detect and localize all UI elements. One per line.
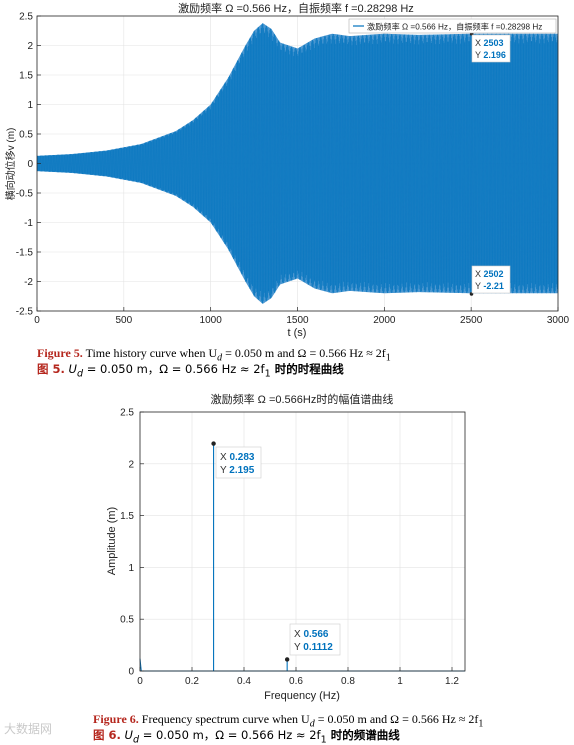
datatip-marker	[211, 441, 216, 446]
y-tick-label: 2	[27, 41, 33, 52]
caption-sub: 1	[385, 352, 391, 364]
y-axis: 2.5 2 1.5 1 0.5 0	[120, 408, 144, 678]
svg-text:Y -2.21: Y -2.21	[475, 281, 504, 291]
svg-text:X 2503: X 2503	[475, 38, 504, 48]
caption-text: = 0.050 m，Ω = 0.566 Hz ≈ 2f	[139, 728, 321, 742]
datatip-marker	[284, 657, 290, 662]
y-tick-label: 1.5	[19, 71, 33, 82]
x-tick-label: 3000	[547, 315, 570, 326]
y-tick-label: 2.5	[120, 408, 134, 419]
svg-text:Y 2.195: Y 2.195	[220, 465, 255, 476]
chart-title: 激励频率 Ω =0.566Hz时的幅值谱曲线	[211, 392, 394, 406]
x-tick-label: 0	[34, 315, 40, 326]
y-tick-label: -1.5	[16, 248, 34, 259]
caption-sub: 1	[478, 718, 484, 730]
x-tick-label: 500	[115, 315, 132, 326]
y-tick-label: -0.5	[16, 189, 34, 200]
y-tick-label: 0	[27, 159, 33, 170]
x-tick-label: 2000	[373, 315, 396, 326]
y-tick-label: -1	[24, 218, 33, 229]
caption-sub: d	[217, 352, 223, 364]
caption-label: 图 6.	[93, 728, 121, 742]
caption-sub: 1	[264, 368, 271, 380]
y-tick-label: 0	[128, 667, 134, 678]
x-tick-label: 0	[137, 676, 143, 687]
x-axis-label: t (s)	[288, 327, 307, 339]
caption-text: U	[64, 362, 77, 376]
caption-text: = 0.050 m and Ω = 0.566 Hz ≈ 2f	[314, 712, 479, 726]
y-tick-label: 2.5	[19, 12, 33, 23]
figure5-caption-en: Figure 5. Time history curve when Ud = 0…	[37, 346, 391, 363]
caption-text: = 0.050 m，Ω = 0.566 Hz ≈ 2f	[83, 362, 265, 376]
y-axis: 2.5 2 1.5 1 0.5 0 -0.5 -1 -1.5 -2 -2.5	[16, 12, 41, 318]
figure6-caption-zh: 图 6. Ud = 0.050 m，Ω = 0.566 Hz ≈ 2f1 时的频…	[93, 727, 400, 745]
svg-text:Y 2.196: Y 2.196	[475, 50, 506, 60]
y-tick-label: 1.5	[120, 511, 134, 522]
datatip-peak[interactable]: X 0.283 Y 2.195	[215, 446, 262, 479]
frequency-spectrum-chart: 激励频率 Ω =0.566Hz时的幅值谱曲线 0 0.2 0.4 0.6 0.8 1 1.2…	[106, 392, 466, 702]
series-trace	[37, 23, 558, 304]
caption-text: U	[120, 728, 133, 742]
caption-sub: d	[76, 368, 84, 380]
x-tick-label: 0.2	[185, 676, 199, 687]
svg-text:X 2502: X 2502	[475, 269, 504, 279]
caption-sub: 1	[320, 734, 327, 745]
datatip-second[interactable]: X 0.566 Y 0.1112	[289, 623, 341, 656]
x-axis: 0 500 1000 1500 2000 2500 3000	[34, 307, 570, 326]
svg-text:X 0.283: X 0.283	[220, 452, 255, 463]
figure6-caption-en: Figure 6. Frequency spectrum curve when …	[93, 712, 483, 729]
datatip-top[interactable]: X 2503 Y 2.196	[471, 34, 511, 63]
caption-text: Time history curve when U	[82, 346, 218, 360]
y-tick-label: -2.5	[16, 307, 34, 318]
caption-label: Figure 5.	[37, 346, 83, 360]
caption-text: = 0.050 m and Ω = 0.566 Hz ≈ 2f	[222, 346, 386, 360]
y-tick-label: 0.5	[120, 615, 134, 626]
caption-text: Frequency spectrum curve when U	[138, 712, 310, 726]
chart-title: 激励频率 Ω =0.566 Hz，自振频率 f =0.28298 Hz	[178, 1, 414, 15]
svg-text:X 0.566: X 0.566	[294, 629, 329, 640]
y-tick-label: 2	[128, 459, 134, 470]
x-axis: 0 0.2 0.4 0.6 0.8 1 1.2	[137, 667, 459, 687]
x-tick-label: 0.6	[289, 676, 303, 687]
x-axis-label: Frequency (Hz)	[264, 690, 340, 702]
y-tick-label: 1	[128, 563, 134, 574]
caption-text: 时的时程曲线	[270, 362, 344, 376]
x-tick-label: 1.2	[445, 676, 459, 687]
x-tick-label: 2500	[460, 315, 483, 326]
plot-frame	[139, 411, 466, 672]
y-axis-label: 横向动位移v (m)	[4, 128, 17, 201]
x-tick-label: 1000	[200, 315, 223, 326]
caption-text: 时的频谱曲线	[326, 728, 400, 742]
caption-label: 图 5.	[37, 362, 65, 376]
caption-sub: d	[132, 734, 140, 745]
x-tick-label: 0.4	[237, 676, 251, 687]
time-history-chart: 激励频率 Ω =0.566 Hz，自振频率 f =0.28298 Hz 0 500…	[4, 1, 570, 339]
y-tick-label: 0.5	[19, 130, 33, 141]
y-tick-label: -2	[24, 277, 33, 288]
y-axis-label: Amplitude (m)	[106, 507, 118, 575]
figure5-caption-zh: 图 5. Ud = 0.050 m，Ω = 0.566 Hz ≈ 2f1 时的时…	[37, 361, 344, 379]
x-tick-label: 0.8	[341, 676, 355, 687]
y-tick-label: 1	[27, 100, 33, 111]
legend-entry: 激励频率 Ω =0.566 Hz，自振频率 f =0.28298 Hz	[367, 22, 542, 32]
caption-sub: d	[309, 718, 315, 730]
caption-label: Figure 6.	[93, 712, 139, 726]
datatip-bottom[interactable]: X 2502 Y -2.21	[471, 265, 511, 294]
x-tick-label: 1	[397, 676, 403, 687]
legend: 激励频率 Ω =0.566 Hz，自振频率 f =0.28298 Hz	[348, 18, 557, 34]
x-tick-label: 1500	[286, 315, 309, 326]
svg-text:Y 0.1112: Y 0.1112	[294, 642, 333, 653]
watermark: 大数据网	[4, 722, 53, 736]
